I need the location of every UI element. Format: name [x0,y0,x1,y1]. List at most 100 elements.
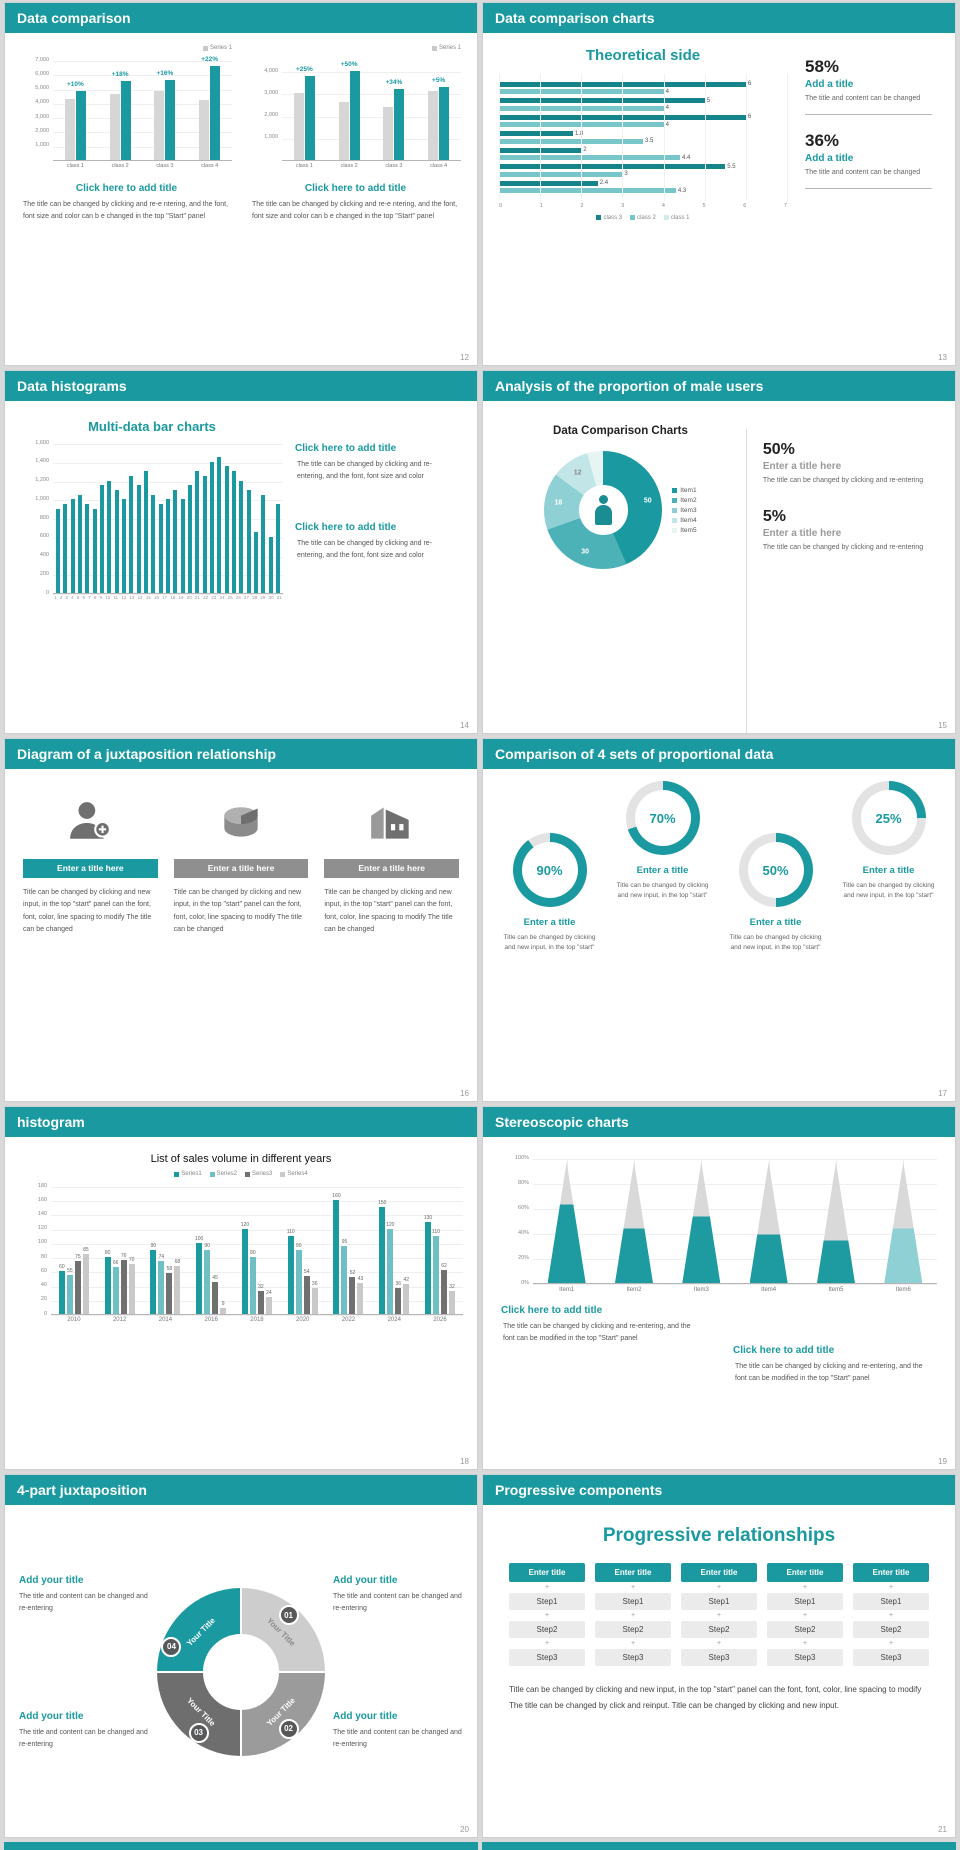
slide-12-data-comparison: Data comparison Series 1 1,000 2,000 3,000 4… [4,2,478,366]
block-body: The title can be changed by clicking and… [297,540,433,559]
bar [231,471,236,593]
x-tick-label: 26 [235,595,241,600]
plus-separator: + [630,1584,636,1591]
plot-wrap: 0% 20% 40% 60% 80% 100% Item1 Item2 Item3 Item4 It… [515,1155,937,1293]
x-tick-label: 19 [178,595,184,600]
value-label: 85 [83,1246,89,1253]
x-axis: Item1 Item2 Item3 Item4 Item5 Item6 [533,1287,937,1293]
bar [499,98,705,103]
slide-header: Progressive components [483,1475,955,1505]
value-label: 70 [128,1257,135,1264]
item-body: Title can be changed by clicking and new… [324,889,453,933]
step-box: Step2 [767,1621,843,1639]
x-axis: 0 1 2 3 4 5 6 7 [499,203,787,209]
value-label: 76 [120,1252,127,1259]
bar [224,466,229,593]
block-body: The title can be changed by clicking and… [735,1363,923,1382]
value-label: 95 [341,1239,348,1246]
block-title: Add your title [19,1711,84,1722]
donut-hole [203,1634,279,1710]
x-tick-label: Item4 [761,1287,777,1293]
progress-column: Enter title + Step1 + Step2 + Step3 [509,1563,585,1667]
progress-column: Enter title + Step1 + Step2 + Step3 [853,1563,929,1667]
gridline [53,146,232,148]
step-box: Step2 [853,1621,929,1639]
gridline [51,1286,463,1288]
value-label: 110 [286,1228,295,1235]
gridline [53,118,232,120]
chart-legend: Series 1 [21,45,232,51]
cone-shape [816,1162,855,1283]
legend-label: Series4 [287,1171,308,1177]
slide-body: Multi-data bar charts 0 200 400 600 800 1,000… [5,401,477,733]
bar-wrap: 42 [403,1277,410,1314]
building-icon [324,791,459,853]
bar-wrap: 52 [349,1270,356,1314]
x-tick-label: 27 [244,595,250,600]
bar [109,94,120,160]
bar-annotation: +16% [156,70,174,77]
x-tick-label: 11 [113,595,119,600]
gridline [533,1209,937,1210]
stat-title: Enter a title here [762,461,842,472]
bar [220,1307,227,1314]
x-tick-label: 2022 [341,1317,356,1323]
bar [64,98,75,160]
stat-title: Add a title [805,79,854,90]
bar [63,503,68,593]
y-tick-label: 4,000 [264,67,278,74]
bar [114,489,119,593]
gridline [53,61,232,62]
gridline [53,75,232,77]
x-tick-label: 22 [203,595,209,600]
text-block: Click here to add title The title can be… [295,443,461,482]
y-tick-label: 40% [517,1229,529,1236]
plot-area: 1,000 2,000 3,000 4,000 +25% +50% +34% +5% [264,61,461,161]
bar [82,1253,89,1314]
x-tick-label: 7 [88,595,91,600]
block-body: The title and content can be changed and… [19,1593,148,1612]
block-body: The title and content can be changed and… [333,1593,462,1612]
stat-percentage: 5% [762,508,786,526]
bar [239,480,244,593]
y-tick-label: 100 [37,1239,47,1246]
x-tick-label: 24 [219,595,225,600]
slide-header-title: Data histograms [17,378,127,394]
x-tick-label: class 1 [295,163,313,169]
bars-row [533,1159,937,1283]
bar-wrap: 66 [112,1260,119,1314]
legend-label: class 2 [637,214,656,221]
stats-column: 50% Enter a title here The title can be … [745,429,943,733]
gridline [51,1187,463,1188]
value-label: 66 [112,1260,119,1267]
y-tick-label: 3,000 [35,113,49,120]
stat-body: The title and content can be changed [805,169,921,177]
feature-column: Enter a title here Title can be changed … [23,791,158,1101]
y-tick-label: 600 [39,533,49,540]
x-tick-label: class 1 [66,163,84,169]
plus-separator: + [888,1584,894,1591]
step-box: Step2 [681,1621,757,1639]
ring-percentage: 25% [875,810,902,826]
bar-wrap: 90 [295,1243,302,1314]
y-tick-label: 80 [40,1253,47,1260]
bar [499,164,726,169]
slide-header-title: Comparison of 4 sets of proportional dat… [495,746,774,762]
bar [304,75,315,160]
chart-block: Theoretical side 6 4 5 4 6 4 1.8 3.5 2 4.4 5.5 3 2.4… [499,39,788,365]
stat-block: 50% Enter a title here The title can be … [763,441,943,486]
x-tick-label: class 4 [430,163,448,169]
block-body: Title can be changed by clicking and new… [729,934,822,952]
progress-columns: Enter title + Step1 + Step2 + Step3 Enter title… [509,1563,929,1667]
bar [66,1274,73,1314]
y-tick-label: 2,000 [264,112,278,119]
bar-annotation: +50% [340,61,358,69]
gridline [663,74,665,201]
value-label: 32 [449,1284,455,1291]
body-paragraph: Title can be changed by clicking and new… [509,1685,922,1710]
y-tick-label: 800 [39,514,49,521]
value-label: 43 [357,1276,364,1283]
x-tick-label: 2026 [433,1317,447,1323]
x-tick-label: 5 [76,595,80,600]
pie-3d-icon [174,791,309,853]
